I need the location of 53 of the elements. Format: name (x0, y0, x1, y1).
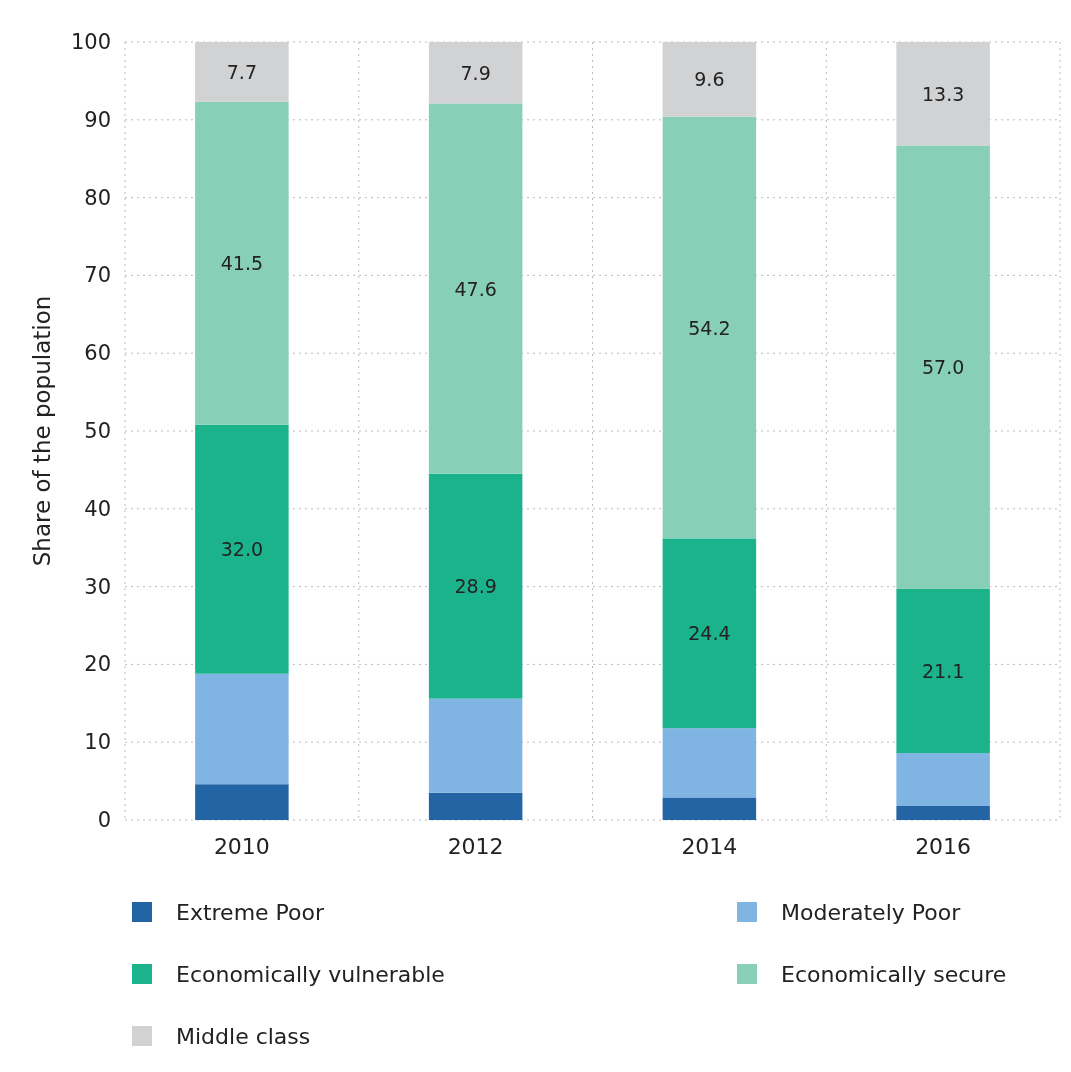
data-label: 24.4 (688, 622, 731, 645)
y-tick-label: 30 (84, 574, 111, 599)
data-label: 32.0 (220, 538, 264, 561)
data-label: 7.9 (460, 61, 491, 84)
y-tick-label: 80 (84, 185, 111, 210)
bar (662, 728, 757, 798)
data-label: 28.9 (454, 575, 497, 598)
bar (195, 424, 289, 674)
y-tick-label: 60 (84, 341, 111, 366)
bar (195, 673, 289, 785)
data-label: 41.5 (220, 252, 264, 275)
y-tick-label: 10 (84, 730, 111, 755)
y-tick-label: 0 (97, 808, 111, 832)
data-label: 13.3 (921, 82, 965, 105)
bar (896, 145, 990, 589)
data-label: 47.6 (454, 277, 497, 300)
data-label: 57.0 (921, 356, 965, 379)
bar (428, 103, 523, 474)
bar (428, 792, 523, 820)
bar (662, 116, 757, 539)
x-tick-label: 2014 (681, 834, 738, 859)
bar (195, 42, 289, 102)
bar (896, 806, 990, 820)
bar (662, 538, 757, 729)
y-tick-label: 50 (84, 419, 111, 443)
bar (896, 588, 990, 754)
legend-label: Moderately Poor (781, 899, 962, 925)
bar (662, 797, 757, 820)
x-tick-label: 2016 (915, 834, 972, 859)
y-tick-label: 70 (84, 263, 111, 288)
legend-label: Extreme Poor (176, 899, 325, 925)
y-tick-label: 100 (70, 30, 111, 54)
data-label: 7.7 (226, 60, 257, 83)
bar (896, 42, 990, 146)
data-label: 21.1 (921, 660, 965, 683)
bar (428, 42, 523, 104)
y-tick-label: 40 (84, 496, 111, 521)
data-label: 9.6 (694, 68, 725, 91)
bar (428, 473, 523, 699)
bar (195, 784, 289, 820)
bar (896, 753, 990, 806)
bar (428, 698, 523, 793)
x-tick-label: 2012 (447, 834, 504, 859)
bar (195, 101, 289, 425)
legend-label: Middle class (176, 1023, 311, 1049)
x-tick-label: 2010 (213, 834, 270, 859)
legend-label: Economically vulnerable (176, 961, 445, 987)
legend-label: Economically secure (781, 961, 1007, 987)
y-tick-label: 20 (84, 652, 111, 677)
y-axis-title: Share of the population (29, 295, 55, 567)
bar (662, 42, 757, 117)
y-tick-label: 90 (84, 107, 111, 132)
data-label: 54.2 (688, 316, 731, 339)
